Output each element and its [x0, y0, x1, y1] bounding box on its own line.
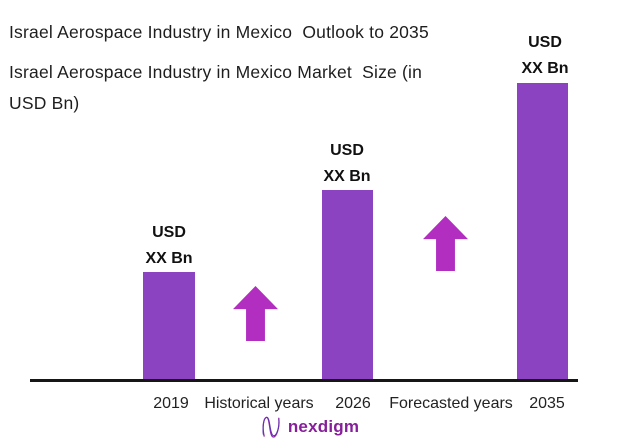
- bar-value-label-2019: USD XX Bn: [145, 220, 192, 272]
- nexdigm-logo-text: nexdigm: [287, 416, 360, 436]
- nexdigm-wave-icon: [260, 414, 282, 439]
- x-axis-line: [30, 379, 578, 382]
- x-label-forecasted-years: Forecasted years: [389, 395, 513, 412]
- x-label-2019: 2019: [153, 395, 189, 412]
- bar-value-label-2035: USD XX Bn: [521, 30, 568, 82]
- x-label-2026: 2026: [335, 395, 371, 412]
- x-label-2035: 2035: [529, 395, 565, 412]
- bar-2026: [322, 190, 373, 380]
- bar-value-label-2019-usd: USD: [152, 224, 186, 241]
- bar-2019: [143, 272, 195, 380]
- bar-value-label-2026-usd: USD: [330, 142, 364, 159]
- chart-title: Israel Aerospace Industry in Mexico Outl…: [9, 22, 429, 42]
- bar-2035: [517, 83, 568, 380]
- bar-value-label-2035-usd: USD: [528, 34, 562, 51]
- forecasted-up-arrow-icon: [423, 216, 468, 271]
- bar-value-label-2026: USD XX Bn: [323, 138, 370, 190]
- bar-value-label-2019-amount: XX Bn: [145, 250, 193, 267]
- bar-value-label-2026-amount: XX Bn: [323, 168, 371, 185]
- x-label-historical-years: Historical years: [204, 395, 314, 412]
- chart-subtitle-line2: USD Bn): [9, 93, 80, 113]
- historical-up-arrow-icon: [233, 286, 278, 341]
- chart-subtitle-line1: Israel Aerospace Industry in Mexico Mark…: [9, 62, 423, 82]
- bar-value-label-2035-amount: XX Bn: [521, 60, 569, 77]
- nexdigm-logo: nexdigm: [0, 414, 619, 439]
